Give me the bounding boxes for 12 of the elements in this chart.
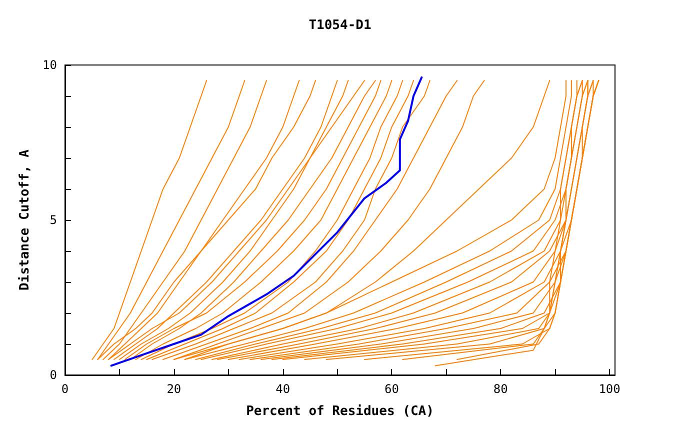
x-tick-label: 80: [493, 382, 508, 396]
x-tick-label: 40: [276, 382, 290, 396]
y-axis-title: Distance Cutoff, A: [18, 149, 33, 290]
chart-title: T1054-D1: [308, 18, 372, 33]
x-tick-label: 0: [61, 382, 69, 396]
y-tick-label: 10: [42, 58, 57, 72]
y-tick-label: 5: [50, 213, 57, 227]
x-tick-label: 100: [598, 382, 620, 396]
y-tick-label: 0: [50, 368, 57, 382]
x-tick-label: 60: [384, 382, 399, 396]
x-axis-title: Percent of Residues (CA): [246, 404, 434, 419]
x-tick-label: 20: [166, 382, 182, 396]
